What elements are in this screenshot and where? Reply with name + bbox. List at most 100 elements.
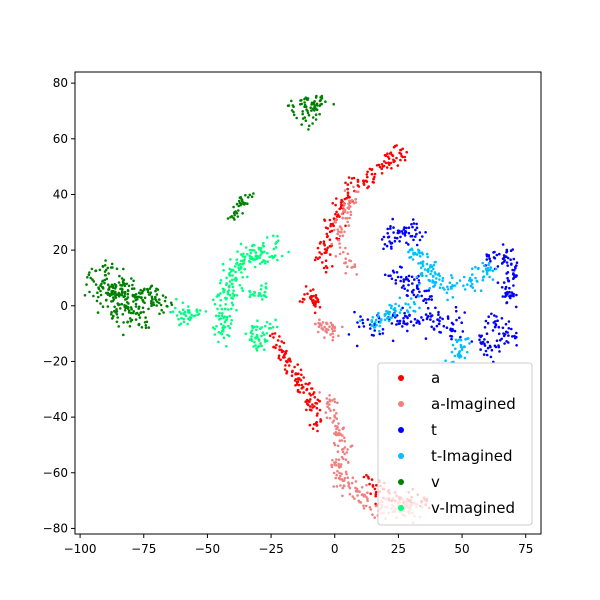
data-point bbox=[224, 307, 227, 311]
data-point bbox=[262, 241, 265, 245]
data-point bbox=[164, 296, 167, 299]
data-point bbox=[97, 286, 100, 290]
legend-marker bbox=[398, 375, 404, 381]
data-point bbox=[450, 286, 453, 289]
data-point bbox=[354, 190, 358, 193]
data-point bbox=[505, 272, 508, 275]
data-point bbox=[332, 102, 336, 106]
data-point bbox=[420, 294, 424, 298]
data-point bbox=[450, 274, 453, 277]
data-point bbox=[301, 112, 305, 116]
data-point bbox=[126, 296, 130, 299]
data-point bbox=[127, 284, 131, 288]
data-point bbox=[325, 327, 328, 331]
data-point bbox=[446, 298, 449, 302]
data-point bbox=[510, 327, 513, 331]
data-point bbox=[112, 314, 115, 318]
data-point bbox=[508, 286, 511, 290]
data-point bbox=[149, 285, 153, 288]
data-point bbox=[117, 281, 121, 284]
data-point bbox=[294, 384, 297, 387]
data-point bbox=[453, 284, 457, 287]
data-point bbox=[483, 326, 487, 329]
data-point bbox=[325, 416, 329, 420]
data-point bbox=[491, 278, 495, 281]
data-point bbox=[451, 284, 454, 287]
data-point bbox=[338, 242, 341, 245]
y-tick-label: 20 bbox=[53, 243, 68, 257]
data-point bbox=[121, 288, 124, 291]
data-point bbox=[399, 158, 402, 162]
data-point bbox=[233, 278, 236, 281]
data-point bbox=[337, 458, 341, 462]
data-point bbox=[237, 209, 240, 212]
data-point bbox=[506, 276, 509, 280]
data-point bbox=[334, 476, 338, 480]
data-point bbox=[254, 344, 257, 347]
data-point bbox=[374, 490, 378, 494]
data-point bbox=[266, 260, 270, 263]
data-point bbox=[402, 280, 406, 283]
data-point bbox=[122, 267, 125, 271]
data-point bbox=[454, 338, 458, 342]
data-point bbox=[446, 315, 450, 318]
data-point bbox=[261, 298, 264, 301]
data-point bbox=[422, 299, 425, 303]
data-point bbox=[493, 250, 496, 254]
data-point bbox=[225, 345, 228, 348]
data-point bbox=[471, 267, 474, 271]
data-point bbox=[346, 448, 349, 451]
data-point bbox=[502, 254, 506, 257]
axes-frame bbox=[74, 71, 542, 535]
data-point bbox=[346, 220, 350, 224]
data-point bbox=[279, 358, 282, 362]
data-point bbox=[288, 357, 291, 361]
data-point bbox=[420, 316, 423, 319]
data-point bbox=[323, 336, 326, 339]
data-point bbox=[332, 224, 335, 227]
data-point bbox=[224, 303, 227, 306]
x-tick-label: 75 bbox=[518, 542, 533, 556]
data-point bbox=[437, 313, 440, 317]
data-point bbox=[304, 382, 308, 386]
data-point bbox=[397, 304, 401, 308]
data-point bbox=[250, 335, 253, 338]
data-point bbox=[338, 439, 342, 443]
data-point bbox=[395, 271, 399, 274]
data-point bbox=[268, 334, 272, 338]
data-point bbox=[104, 299, 108, 302]
data-point bbox=[315, 104, 319, 107]
data-point bbox=[496, 265, 500, 268]
data-point bbox=[351, 495, 355, 498]
data-point bbox=[350, 199, 354, 202]
data-point bbox=[155, 293, 159, 296]
data-point bbox=[129, 306, 133, 309]
data-point bbox=[335, 427, 338, 431]
data-point bbox=[285, 349, 288, 353]
data-point bbox=[253, 265, 257, 269]
data-point bbox=[488, 275, 491, 279]
data-point bbox=[259, 342, 262, 345]
data-point bbox=[373, 516, 377, 519]
data-point bbox=[104, 259, 107, 262]
data-point bbox=[374, 321, 377, 324]
data-point bbox=[253, 341, 256, 344]
data-point bbox=[175, 297, 178, 301]
data-point bbox=[229, 322, 233, 325]
data-point bbox=[115, 320, 119, 324]
data-point bbox=[353, 265, 357, 268]
data-point bbox=[306, 98, 309, 102]
data-point bbox=[347, 484, 351, 488]
data-point bbox=[339, 230, 342, 234]
data-point bbox=[489, 355, 493, 359]
data-point bbox=[325, 266, 329, 270]
data-point bbox=[418, 238, 422, 242]
data-point bbox=[139, 292, 142, 295]
data-point bbox=[463, 311, 467, 314]
data-point bbox=[497, 332, 501, 336]
data-point bbox=[238, 284, 242, 287]
data-point bbox=[414, 235, 417, 238]
data-point bbox=[507, 279, 511, 283]
data-point bbox=[257, 247, 261, 251]
data-point bbox=[326, 246, 330, 250]
